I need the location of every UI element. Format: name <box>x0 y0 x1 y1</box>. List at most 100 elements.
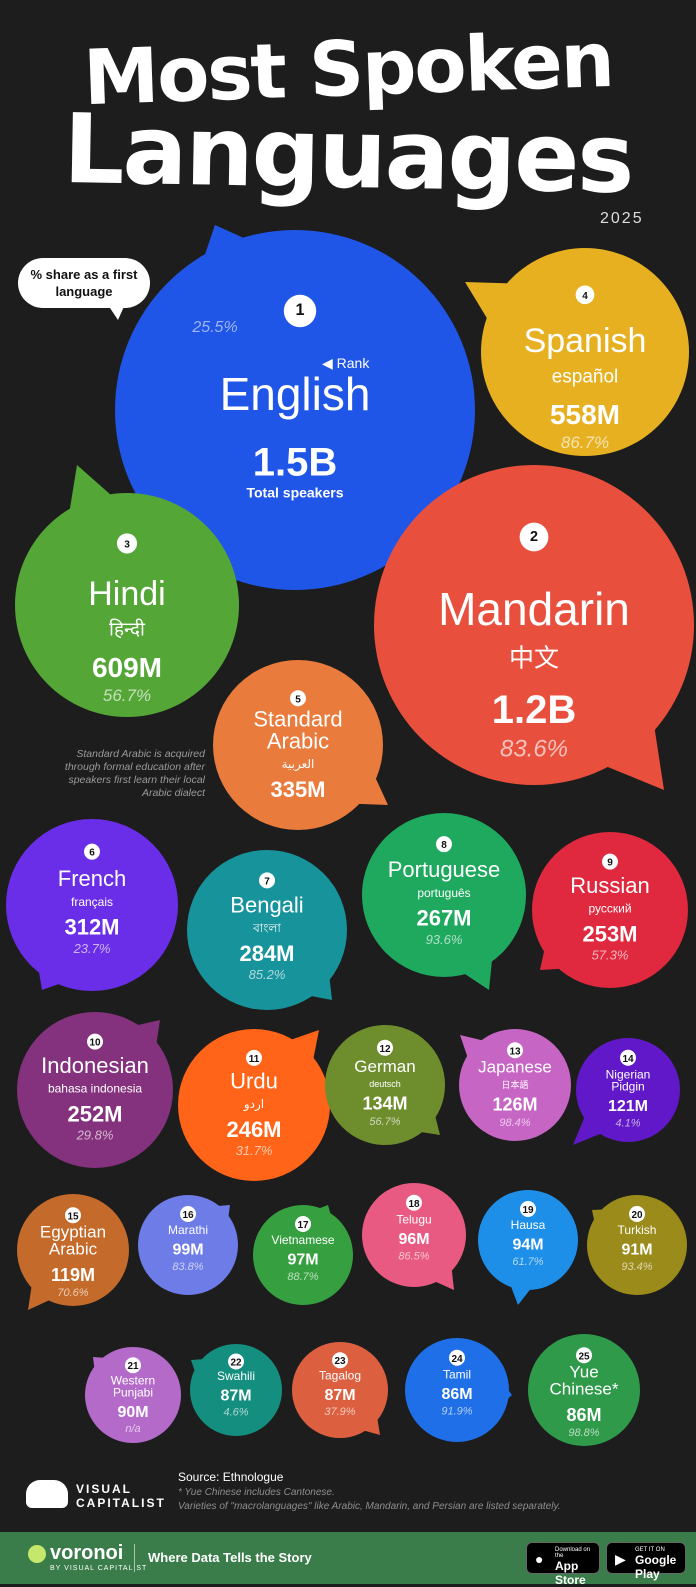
rank-badge <box>283 294 317 328</box>
native-name: 中文 <box>509 644 559 672</box>
rank-badge <box>602 853 618 870</box>
visual-capitalist-logo: VISUAL CAPITALIST <box>26 1476 176 1516</box>
speakers-value: 1.2B <box>492 688 577 732</box>
rank-number: 15 <box>67 1211 79 1222</box>
first-language-share: 4.6% <box>223 1407 248 1419</box>
first-language-share: 91.9% <box>441 1405 472 1417</box>
language-bubble-9: 9 Russian русский 253M 57.3% <box>532 832 688 988</box>
rank-number: 7 <box>264 876 270 887</box>
first-language-share: 31.7% <box>236 1143 273 1158</box>
speakers-value: 253M <box>582 921 637 946</box>
rank-badge <box>84 843 100 860</box>
language-name: French <box>58 866 126 891</box>
rank-number: 21 <box>127 1361 139 1372</box>
first-language-share: 57.3% <box>592 948 629 963</box>
first-language-share: n/a <box>125 1423 140 1435</box>
rank-number: 12 <box>379 1044 391 1055</box>
first-language-share: 56.7% <box>103 686 151 705</box>
google-play-button[interactable]: ▶ GET IT ON Google Play <box>606 1542 686 1581</box>
speakers-value: 87M <box>220 1387 251 1404</box>
bubble-circle <box>178 1029 330 1181</box>
language-bubble-19: 19 Hausa 94M 61.7% <box>478 1190 578 1305</box>
year-label: 2025 <box>600 210 644 227</box>
speakers-value: 312M <box>64 915 119 940</box>
rank-badge <box>125 1357 141 1374</box>
rank-number: 24 <box>451 1354 463 1365</box>
rank-badge <box>436 836 452 853</box>
rank-number: 4 <box>582 291 588 302</box>
language-name: Tagalog <box>319 1368 361 1382</box>
rank-number: 9 <box>607 858 613 869</box>
language-name: Yue <box>569 1363 598 1382</box>
first-language-share: 56.7% <box>369 1116 400 1128</box>
language-name: Hausa <box>511 1218 546 1232</box>
language-name: Russian <box>570 873 649 898</box>
speakers-value: 246M <box>226 1117 281 1142</box>
app-store-small-text: Download on the <box>555 1547 591 1559</box>
speakers-value: 99M <box>172 1241 203 1258</box>
rank-badge <box>246 1049 262 1066</box>
bubble-circle <box>85 1347 181 1443</box>
native-name: bahasa indonesia <box>48 1082 142 1096</box>
footer-divider <box>134 1544 135 1572</box>
speakers-value: 134M <box>362 1094 407 1114</box>
rank-badge <box>575 285 595 305</box>
bubble-circle <box>459 1029 571 1141</box>
speakers-value: 609M <box>92 652 162 683</box>
rank-badge <box>620 1049 636 1066</box>
language-bubble-10: 10 Indonesian bahasa indonesia 252M 29.8% <box>17 1012 173 1168</box>
total-speakers-label: Total speakers <box>246 484 343 500</box>
language-name: Nigerian <box>606 1068 651 1082</box>
language-name: Swahili <box>217 1369 255 1383</box>
share-legend-text: % share as a first language <box>30 267 138 299</box>
app-store-button[interactable]: ● Download on the App Store <box>526 1542 600 1587</box>
speakers-value: 284M <box>239 941 294 966</box>
language-bubble-12: 12 German deutsch 134M 56.7% <box>325 1025 445 1145</box>
language-name: Chinese* <box>550 1380 619 1399</box>
rank-number: 5 <box>295 694 301 705</box>
rank-number: 20 <box>631 1210 643 1221</box>
language-bubble-18: 18 Telugu 96M 86.5% <box>362 1183 466 1290</box>
native-name: العربية <box>282 757 315 772</box>
first-language-share: 83.6% <box>500 736 568 763</box>
bubble-circle <box>15 493 239 717</box>
tagline: Where Data Tells the Story <box>148 1550 312 1565</box>
language-name: Urdu <box>230 1068 278 1093</box>
first-language-share: 86.5% <box>398 1250 429 1262</box>
speakers-value: 558M <box>550 399 620 430</box>
language-name: Vietnamese <box>271 1233 334 1247</box>
voronoi-brand[interactable]: voronoi <box>50 1542 124 1564</box>
rank-badge <box>629 1206 645 1222</box>
bubble-circle <box>190 1344 282 1436</box>
bubble-circle <box>481 248 689 456</box>
first-language-share: 4.1% <box>615 1117 640 1129</box>
rank-number: 25 <box>578 1351 590 1362</box>
rank-legend-text: Rank <box>336 355 370 371</box>
rank-badge <box>377 1039 393 1056</box>
language-bubble-24: 24 Tamil 86M 91.9% <box>405 1338 512 1442</box>
arabic-note: Standard Arabic is acquired through form… <box>64 748 205 799</box>
bubble-circle <box>532 832 688 988</box>
bubble-circle <box>115 230 475 590</box>
native-name: русский <box>588 902 631 916</box>
bubble-circle <box>362 813 526 977</box>
bubble-circle <box>187 850 347 1010</box>
bubble-circle <box>325 1025 445 1145</box>
vc-logo-line2: CAPITALIST <box>76 1496 166 1510</box>
first-language-share: 93.6% <box>426 932 463 947</box>
rank-badge <box>290 690 306 707</box>
first-language-share: 86.7% <box>561 433 609 452</box>
footnote-macrolanguages: Varieties of "macrolanguages" like Arabi… <box>178 1501 561 1512</box>
bubble-circle <box>405 1338 509 1442</box>
rank-number: 10 <box>89 1038 101 1049</box>
rank-badge <box>507 1042 523 1059</box>
rank-badge <box>295 1216 311 1232</box>
bubble-circle <box>576 1038 680 1142</box>
